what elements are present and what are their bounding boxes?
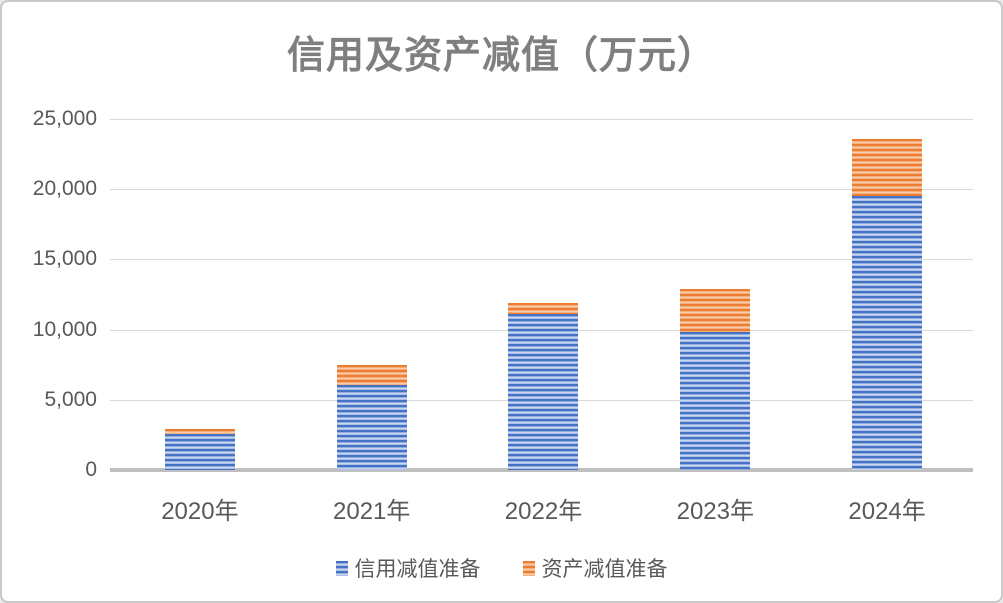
y-tick-label: 10,000: [32, 317, 97, 341]
bar-stack-2024年: [852, 138, 923, 470]
bar-segment-信用减值准备: [336, 385, 407, 470]
x-axis-line: [110, 468, 973, 472]
x-tick-label: 2023年: [676, 498, 754, 525]
legend-label: 资产减值准备: [541, 558, 668, 581]
gridline: [110, 119, 973, 120]
legend-marker-icon: [522, 560, 535, 576]
bar-segment-信用减值准备: [164, 434, 235, 470]
legend-label: 信用减值准备: [354, 558, 481, 581]
x-tick-label: 2022年: [504, 498, 583, 525]
y-axis-labels: 0 5,000 10,000 15,000 20,000 25,000: [2, 108, 97, 481]
bar-segment-资产减值准备: [336, 365, 407, 386]
bar-segment-信用减值准备: [508, 314, 579, 470]
bar-segment-信用减值准备: [852, 196, 923, 470]
bar-segment-资产减值准备: [164, 429, 235, 435]
bar-slot-2024年: [801, 119, 973, 470]
bars-group: [110, 119, 973, 470]
y-tick-label: 5,000: [44, 387, 97, 411]
bar-stack-2023年: [680, 288, 751, 470]
bar-segment-资产减值准备: [508, 302, 579, 315]
bar-segment-资产减值准备: [680, 288, 751, 333]
legend: 信用减值准备 资产减值准备: [2, 553, 1001, 583]
bar-slot-2021年: [286, 119, 458, 470]
bar-slot-2022年: [458, 119, 630, 470]
legend-item-信用减值准备: 信用减值准备: [335, 553, 481, 583]
legend-marker-icon: [335, 560, 348, 576]
x-tick-label: 2024年: [848, 498, 926, 525]
x-tick-label: 2021年: [333, 498, 411, 525]
y-tick-label: 25,000: [32, 107, 97, 130]
y-tick-label: 0: [85, 458, 97, 481]
gridline: [110, 189, 973, 191]
bar-segment-资产减值准备: [852, 138, 923, 197]
chart-title: 信用及资产减值（万元）: [286, 35, 716, 77]
bar-stack-2021年: [336, 365, 407, 470]
gridline: [110, 259, 973, 261]
y-tick-label: 15,000: [32, 247, 97, 271]
x-tick-label: 2020年: [161, 498, 239, 525]
bar-slot-2023年: [629, 119, 801, 470]
bar-segment-信用减值准备: [680, 332, 751, 470]
x-axis-labels: 2020年 2021年 2022年 2023年 2024年: [110, 491, 973, 526]
legend-item-资产减值准备: 资产减值准备: [522, 553, 668, 583]
bar-stack-2020年: [164, 429, 235, 470]
bar-slot-2020年: [114, 119, 286, 470]
bar-stack-2022年: [508, 302, 579, 470]
y-tick-label: 20,000: [32, 177, 97, 201]
